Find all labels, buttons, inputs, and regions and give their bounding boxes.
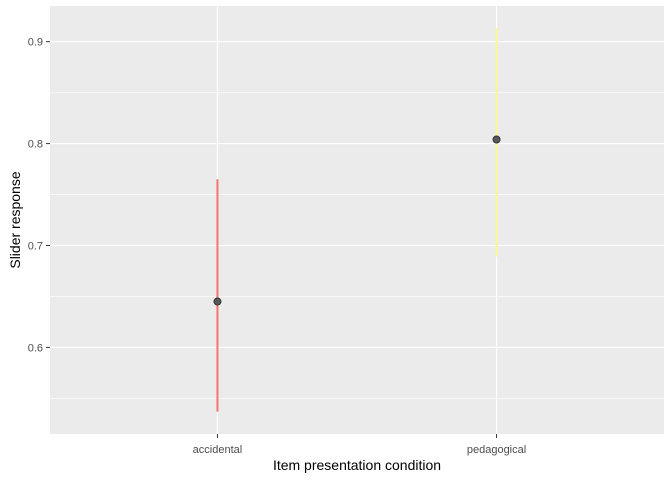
y-axis-ticks: 0.6 0.7 0.8 0.9 bbox=[28, 37, 50, 354]
plot-panel bbox=[50, 6, 664, 434]
x-axis-title: Item presentation condition bbox=[273, 457, 441, 473]
x-tick-label-pedagogical: pedagogical bbox=[467, 444, 526, 456]
x-tick-label-accidental: accidental bbox=[193, 444, 243, 456]
y-tick-label: 0.8 bbox=[28, 139, 43, 151]
y-tick-label: 0.6 bbox=[28, 342, 43, 354]
x-axis-ticks: accidental pedagogical bbox=[193, 434, 526, 456]
point-accidental bbox=[213, 297, 222, 306]
y-axis-title: Slider response bbox=[7, 171, 23, 268]
point-pedagogical bbox=[492, 135, 501, 144]
data-marks bbox=[213, 28, 501, 412]
y-tick-label: 0.9 bbox=[28, 37, 43, 49]
y-tick-label: 0.7 bbox=[28, 240, 43, 252]
